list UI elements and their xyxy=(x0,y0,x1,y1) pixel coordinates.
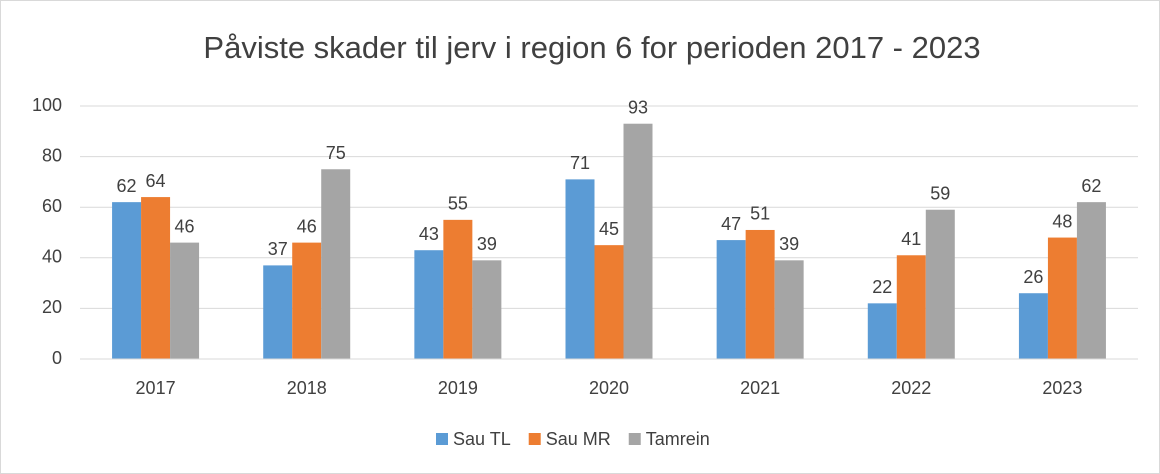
bar xyxy=(321,169,351,359)
bar xyxy=(896,255,926,359)
bar xyxy=(565,179,595,359)
bar xyxy=(594,245,624,359)
bar xyxy=(292,242,322,359)
data-label: 22 xyxy=(872,277,892,297)
data-label: 62 xyxy=(1081,176,1101,196)
x-tick-label: 2023 xyxy=(1042,378,1082,398)
data-label: 75 xyxy=(326,143,346,163)
data-label: 39 xyxy=(779,234,799,254)
x-tick-label: 2019 xyxy=(438,378,478,398)
bar xyxy=(745,229,775,359)
y-tick-label: 40 xyxy=(42,247,62,267)
bar xyxy=(170,242,200,359)
data-label: 46 xyxy=(175,216,195,236)
bar xyxy=(112,202,142,359)
data-label: 26 xyxy=(1023,267,1043,287)
data-label: 45 xyxy=(599,219,619,239)
y-tick-label: 20 xyxy=(42,297,62,317)
bar xyxy=(774,260,804,359)
bar xyxy=(141,197,171,359)
bar xyxy=(1018,293,1048,359)
data-label: 46 xyxy=(297,216,317,236)
data-label: 43 xyxy=(419,224,439,244)
legend-swatch xyxy=(436,433,448,445)
data-label: 71 xyxy=(570,153,590,173)
x-tick-label: 2018 xyxy=(287,378,327,398)
bar xyxy=(414,250,444,359)
data-label: 51 xyxy=(750,204,770,224)
x-tick-label: 2017 xyxy=(136,378,176,398)
legend-swatch xyxy=(628,433,641,445)
bar xyxy=(263,265,293,359)
bar xyxy=(1076,202,1106,359)
y-tick-label: 100 xyxy=(32,95,62,115)
data-label: 39 xyxy=(477,234,497,254)
bar xyxy=(867,303,897,359)
x-tick-label: 2020 xyxy=(589,378,629,398)
x-tick-label: 2022 xyxy=(891,378,931,398)
bar xyxy=(443,219,473,359)
bar xyxy=(623,123,653,360)
legend-swatch xyxy=(528,433,541,445)
bar xyxy=(925,209,955,359)
data-label: 41 xyxy=(901,229,921,249)
legend-label: Tamrein xyxy=(646,429,710,449)
data-label: 47 xyxy=(721,214,741,234)
x-tick-label: 2021 xyxy=(740,378,780,398)
data-label: 37 xyxy=(268,239,288,259)
y-tick-label: 60 xyxy=(42,196,62,216)
data-label: 48 xyxy=(1052,211,1072,231)
legend-label: Sau MR xyxy=(546,429,611,449)
legend-label: Sau TL xyxy=(453,429,511,449)
chart-title: Påviste skader til jerv i region 6 for p… xyxy=(203,30,980,65)
data-label: 59 xyxy=(930,183,950,203)
y-tick-label: 80 xyxy=(42,145,62,165)
bar xyxy=(716,240,746,359)
data-label: 55 xyxy=(448,194,468,214)
bar xyxy=(1047,237,1077,359)
data-label: 62 xyxy=(117,176,137,196)
data-label: 64 xyxy=(146,171,166,191)
y-tick-label: 0 xyxy=(52,348,62,368)
bar xyxy=(472,260,502,359)
data-label: 93 xyxy=(628,97,648,117)
